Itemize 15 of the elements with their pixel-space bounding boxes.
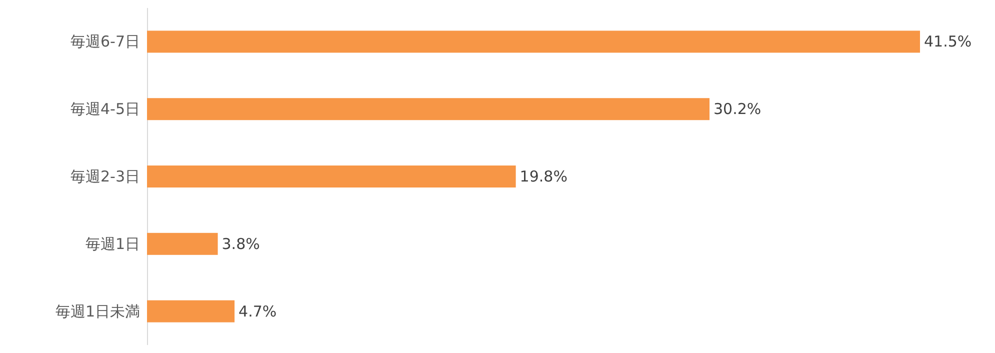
y-tick-label: 毎週4-5日 [70,100,140,118]
bar [147,232,218,255]
bar [147,98,710,120]
data-label: 41.5% [924,32,972,51]
bar [147,300,235,322]
data-label: 3.8% [222,234,260,253]
y-tick-label: 毎週1日未満 [55,302,140,320]
y-tick-label: 毎週2-3日 [70,168,140,186]
bar [147,30,920,53]
data-label: 19.8% [520,168,568,186]
data-label: 30.2% [714,100,762,118]
data-label: 4.7% [238,302,277,320]
y-tick-label: 毎週1日 [85,234,140,253]
bar [147,166,516,188]
y-tick-label: 毎週6-7日 [70,32,140,51]
